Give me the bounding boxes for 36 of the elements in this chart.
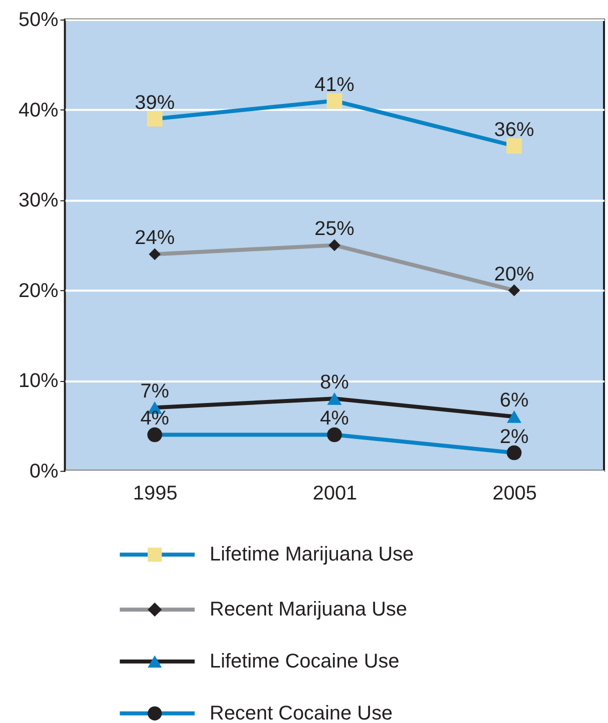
data-label: 8% bbox=[320, 372, 350, 394]
data-label: 7% bbox=[140, 380, 170, 403]
data-label: 41% bbox=[314, 74, 355, 96]
data-label: 6% bbox=[500, 390, 529, 412]
y-tick-label: 30% bbox=[18, 190, 59, 212]
point bbox=[147, 111, 162, 127]
legend-label: Lifetime Cocaine Use bbox=[210, 650, 400, 672]
point bbox=[327, 427, 342, 442]
point bbox=[147, 427, 162, 442]
y-tick-label: 10% bbox=[18, 370, 59, 392]
legend-label: Recent Cocaine Use bbox=[210, 702, 393, 723]
data-label: 2% bbox=[500, 426, 529, 448]
point bbox=[508, 284, 520, 296]
point bbox=[506, 445, 522, 460]
data-label: 4% bbox=[320, 408, 350, 430]
data-label: 25% bbox=[314, 218, 355, 240]
legend-label: Recent Marijuana Use bbox=[210, 598, 408, 621]
data-label: 4% bbox=[140, 408, 170, 430]
point bbox=[506, 410, 522, 423]
y-tick-label: 0% bbox=[30, 460, 59, 482]
x-tick-label: 1995 bbox=[133, 482, 178, 504]
point bbox=[328, 239, 340, 252]
x-tick-label: 2001 bbox=[312, 482, 358, 504]
point bbox=[148, 248, 161, 260]
data-label: 24% bbox=[134, 227, 175, 250]
data-label: 39% bbox=[134, 92, 175, 114]
legend-label: Lifetime Marijuana Use bbox=[210, 544, 414, 566]
y-tick-label: 40% bbox=[18, 99, 59, 122]
point bbox=[326, 93, 342, 109]
y-tick-label: 20% bbox=[18, 280, 59, 302]
data-label: 20% bbox=[494, 263, 534, 286]
point bbox=[506, 138, 522, 154]
point bbox=[327, 392, 342, 405]
data-label: 36% bbox=[494, 118, 534, 141]
x-tick-label: 2005 bbox=[492, 482, 537, 504]
y-tick-label: 50% bbox=[18, 9, 59, 32]
